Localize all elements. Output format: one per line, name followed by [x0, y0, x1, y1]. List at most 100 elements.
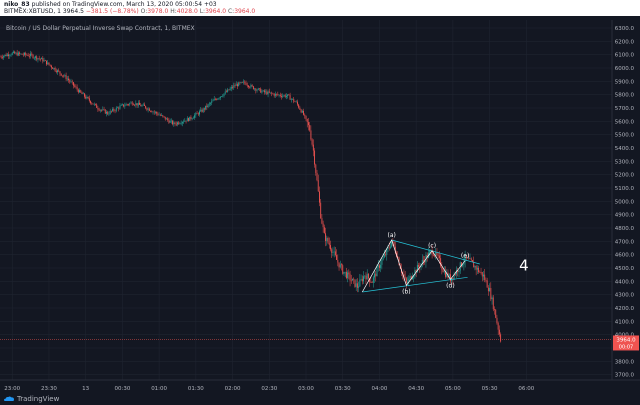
candle-body: [66, 78, 68, 80]
candle-body: [356, 283, 358, 288]
candle-body: [240, 82, 242, 83]
wave-label: (b): [402, 288, 411, 295]
candle-body: [476, 267, 478, 270]
candle-body: [114, 110, 116, 112]
candle-body: [337, 259, 339, 263]
candle-body: [278, 94, 280, 96]
candle-body: [410, 276, 412, 280]
candle-body: [365, 275, 367, 280]
candle-body: [388, 247, 390, 249]
candle-body: [393, 241, 395, 247]
triangle-lower-line: [362, 276, 468, 293]
candle-body: [412, 277, 413, 280]
candle-body: [15, 52, 17, 54]
time-tick-label: 06:00: [518, 386, 534, 392]
candle-body: [93, 103, 95, 105]
candle-body: [352, 278, 353, 281]
low-value: 3964.0: [205, 8, 227, 15]
candle-body: [348, 272, 350, 275]
candle-body: [321, 218, 323, 224]
candle-body: [183, 121, 185, 123]
candle-body: [322, 223, 324, 228]
candle-body: [492, 297, 494, 310]
candle-body: [130, 102, 132, 104]
candle-body: [113, 108, 115, 111]
candle-body: [188, 118, 189, 121]
publisher-name[interactable]: niko_83: [4, 1, 30, 8]
candle-body: [404, 276, 406, 279]
candle-body: [145, 105, 147, 109]
candle-body: [445, 271, 446, 277]
candle-body: [36, 56, 38, 60]
last-price-value: 3964.0: [616, 337, 636, 343]
candle-body: [285, 95, 287, 97]
candle-body: [383, 254, 385, 258]
high-value: 4028.0: [176, 8, 198, 15]
candle-body: [95, 103, 96, 105]
candle-body: [490, 288, 492, 300]
candle-body: [118, 107, 120, 109]
time-tick-label: 23:00: [4, 386, 20, 392]
candle-body: [472, 260, 473, 262]
candle-body: [70, 81, 72, 83]
candle-body: [251, 85, 253, 87]
candle-body: [311, 139, 313, 145]
candle-body: [8, 54, 10, 57]
candle-body: [117, 107, 118, 109]
candle-body: [484, 274, 486, 280]
candle-body: [378, 265, 380, 268]
candle-body: [449, 274, 451, 282]
candle-body: [491, 297, 493, 300]
tradingview-branding[interactable]: TradingView: [4, 393, 59, 404]
candle-body: [217, 98, 219, 100]
candle-body: [72, 82, 74, 86]
candle-body: [371, 282, 373, 283]
candle-body: [303, 110, 305, 115]
candle-body: [498, 329, 500, 335]
candle-body: [87, 96, 89, 99]
candle-body: [59, 71, 61, 74]
candle-body: [16, 52, 18, 56]
candle-body: [341, 264, 342, 266]
candle-body: [90, 100, 92, 104]
candle-body: [135, 103, 137, 106]
candle-body: [189, 116, 191, 121]
candle-body: [438, 255, 440, 259]
candle-body: [46, 60, 47, 65]
candle-body: [279, 94, 281, 96]
candle-body: [44, 60, 46, 61]
candle-body: [120, 104, 122, 106]
candle-body: [234, 85, 236, 86]
price-tick-label: 4900.0: [615, 213, 635, 219]
candle-body: [336, 255, 338, 260]
candle-body: [196, 112, 198, 114]
time-axis[interactable]: 23:00 23:30 13 00:30 01:00 01:30 02:00 02:30 03:…: [4, 386, 534, 392]
candle-body: [331, 249, 333, 253]
candle-body: [31, 53, 33, 55]
candle-body: [358, 286, 360, 288]
close-label: C:: [227, 8, 235, 15]
price-axis[interactable]: 6300.0 6200.0 6100.0 6000.0 5900.0 5800.0 5700…: [615, 26, 635, 379]
candle-body: [179, 123, 181, 125]
candle-body: [192, 117, 194, 119]
candle-body: [55, 70, 57, 73]
candle-body: [107, 111, 109, 115]
candle-body: [416, 265, 418, 273]
candle-body: [112, 108, 114, 112]
candle-body: [306, 118, 308, 123]
price-tick-label: 5300.0: [615, 159, 635, 165]
candle-body: [141, 105, 143, 107]
candle-body: [175, 123, 177, 125]
candle-body: [91, 103, 93, 104]
price-tick-label: 5100.0: [615, 186, 635, 192]
candle-body: [223, 93, 225, 96]
candle-body: [110, 110, 112, 112]
candle-body: [6, 54, 8, 56]
candle-body: [458, 270, 460, 273]
candle-body: [156, 112, 158, 114]
candle-body: [479, 272, 481, 273]
candle-body: [233, 85, 235, 88]
open-value: 3978.0: [147, 8, 169, 15]
candle-body: [408, 278, 410, 283]
